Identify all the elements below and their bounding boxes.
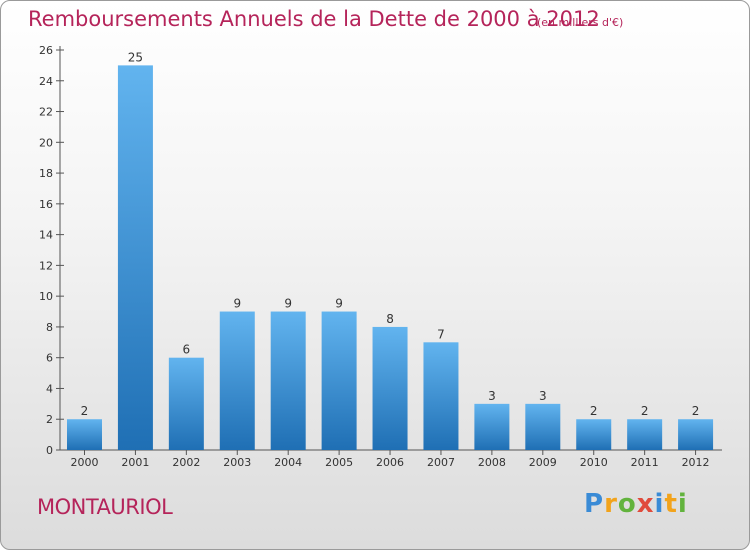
value-label: 2 (692, 404, 700, 418)
proxiti-logo: Proxiti (584, 489, 688, 519)
x-tick-label: 2010 (580, 456, 608, 469)
y-tick-label: 4 (46, 382, 53, 395)
y-tick-label: 14 (39, 229, 53, 242)
bar (372, 326, 408, 450)
y-tick-label: 0 (46, 444, 53, 457)
bar (168, 357, 204, 450)
y-tick-label: 26 (39, 44, 53, 57)
x-tick-label: 2006 (376, 456, 404, 469)
x-tick-label: 2008 (478, 456, 506, 469)
value-label: 9 (233, 297, 241, 311)
y-tick-label: 24 (39, 75, 53, 88)
x-tick-label: 2004 (274, 456, 302, 469)
y-tick-label: 10 (39, 290, 53, 303)
value-label: 9 (284, 297, 292, 311)
y-tick-label: 2 (46, 413, 53, 426)
chart-title: Remboursements Annuels de la Dette de 20… (28, 7, 600, 31)
bar (627, 419, 663, 450)
bar (678, 419, 714, 450)
x-tick-label: 2002 (172, 456, 200, 469)
bar (67, 419, 102, 450)
value-label: 8 (386, 312, 394, 326)
y-tick-label: 18 (39, 167, 53, 180)
value-label: 2 (590, 404, 598, 418)
bar (576, 419, 612, 450)
bar (219, 311, 255, 450)
x-tick-label: 2009 (529, 456, 557, 469)
x-tick-label: 2005 (325, 456, 353, 469)
value-label: 3 (488, 389, 496, 403)
bar (270, 311, 306, 450)
y-tick-label: 8 (46, 321, 53, 334)
x-tick-label: 2011 (631, 456, 659, 469)
x-tick-label: 2001 (121, 456, 149, 469)
y-tick-label: 22 (39, 106, 53, 119)
value-label: 9 (335, 297, 343, 311)
value-label: 25 (128, 50, 143, 64)
y-tick-label: 12 (39, 259, 53, 272)
bar (117, 65, 153, 450)
bar (423, 342, 459, 450)
y-tick-label: 16 (39, 198, 53, 211)
y-tick-label: 6 (46, 352, 53, 365)
x-tick-label: 2012 (682, 456, 710, 469)
value-label: 2 (641, 404, 649, 418)
value-label: 6 (183, 343, 191, 357)
value-label: 2 (81, 404, 89, 418)
value-label: 3 (539, 389, 547, 403)
commune-name: MONTAURIOL (37, 495, 173, 519)
chart-unit: (en milliers d'€) (537, 16, 624, 29)
x-tick-label: 2007 (427, 456, 455, 469)
x-tick-label: 2003 (223, 456, 251, 469)
y-tick-label: 20 (39, 136, 53, 149)
value-label: 7 (437, 327, 445, 341)
bar (525, 403, 561, 450)
x-tick-label: 2000 (71, 456, 99, 469)
bar (321, 311, 357, 450)
bar (474, 403, 510, 450)
